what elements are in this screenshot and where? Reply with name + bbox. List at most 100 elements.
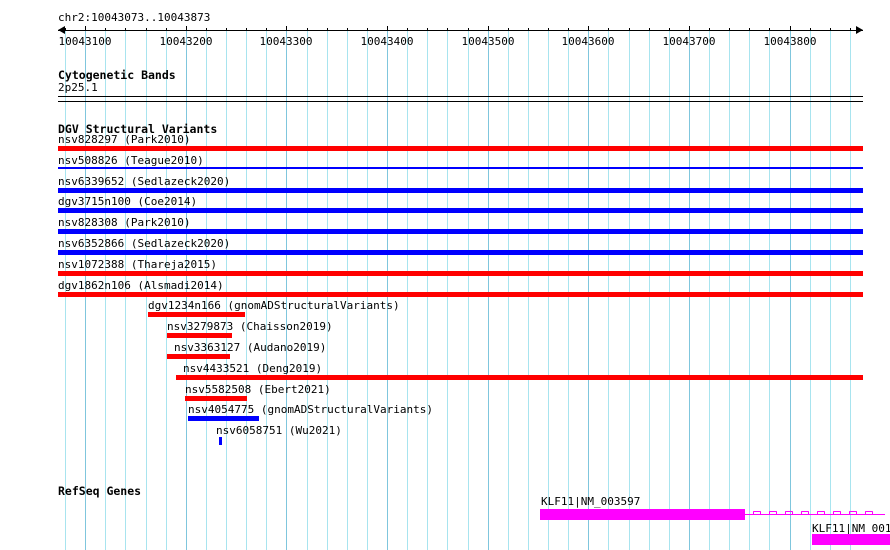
gene-strand-chevron-icon <box>785 511 793 515</box>
ruler-tick <box>166 28 167 31</box>
variant-track-label: nsv5582508 (Ebert2021) <box>185 383 331 396</box>
grid-line <box>790 28 791 550</box>
variant-track-bar[interactable] <box>176 375 863 380</box>
ruler-tick-label: 10043800 <box>763 35 817 48</box>
ruler-tick <box>347 28 348 31</box>
grid-line <box>226 28 227 550</box>
ruler-tick <box>850 28 851 31</box>
ruler-arrow-left-icon <box>58 26 65 34</box>
grid-line <box>347 28 348 550</box>
ruler-tick <box>669 28 670 31</box>
grid-line <box>468 28 469 550</box>
gene-exon-block[interactable] <box>812 534 890 545</box>
section-title-dgv-structural-variants: DGV Structural Variants <box>58 122 218 136</box>
variant-track-bar[interactable] <box>148 312 245 317</box>
ruler-tick <box>749 28 750 31</box>
grid-line <box>769 28 770 550</box>
ruler-tick <box>729 28 730 31</box>
gene-label: KLF11|NM_0011 <box>812 522 890 535</box>
ruler-tick-label: 10043600 <box>561 35 615 48</box>
grid-line <box>629 28 630 550</box>
gene-exon-block[interactable] <box>540 509 745 520</box>
ruler-tick <box>468 28 469 31</box>
variant-track-bar[interactable] <box>219 437 222 445</box>
grid-line <box>327 28 328 550</box>
ruler-tick <box>528 28 529 31</box>
ruler-arrow-right-icon <box>856 26 863 34</box>
ruler-tick <box>588 26 589 31</box>
grid-line <box>447 28 448 550</box>
ruler-tick <box>146 28 147 31</box>
variant-track-label: nsv828308 (Park2010) <box>58 216 191 229</box>
grid-line <box>528 28 529 550</box>
ruler-tick <box>266 28 267 31</box>
grid-line <box>810 28 811 550</box>
variant-track-bar[interactable] <box>185 396 247 401</box>
ruler-tick <box>830 28 831 31</box>
variant-track-bar[interactable] <box>58 292 863 297</box>
gene-strand-chevron-icon <box>817 511 825 515</box>
section-divider-bottom <box>58 101 863 102</box>
ruler-tick-label: 10043300 <box>259 35 313 48</box>
variant-track-label: nsv3279873 (Chaisson2019) <box>167 320 333 333</box>
variant-track-bar[interactable] <box>58 208 863 213</box>
variant-track-bar[interactable] <box>58 167 863 169</box>
ruler-tick <box>769 28 770 31</box>
grid-line <box>669 28 670 550</box>
grid-line <box>246 28 247 550</box>
grid-line <box>568 28 569 550</box>
ruler-tick <box>387 26 388 31</box>
variant-track-label: nsv6352866 (Sedlazeck2020) <box>58 237 231 250</box>
ruler-tick <box>427 28 428 31</box>
variant-track-bar[interactable] <box>58 229 863 234</box>
section-title-refseq-genes: RefSeq Genes <box>58 484 142 498</box>
ruler-tick-label: 10043400 <box>360 35 414 48</box>
variant-track-label: nsv508826 (Teague2010) <box>58 154 204 167</box>
variant-track-bar[interactable] <box>188 416 259 421</box>
ruler-tick <box>790 26 791 31</box>
section-divider-top <box>58 96 863 97</box>
ruler-tick <box>286 26 287 31</box>
variant-track-bar[interactable] <box>167 354 230 359</box>
variant-track-label: nsv4433521 (Deng2019) <box>183 362 323 375</box>
ruler-axis-line <box>58 30 863 31</box>
variant-track-label: dgv1234n166 (gnomADStructuralVariants) <box>148 299 400 312</box>
ruler-tick <box>629 28 630 31</box>
ruler-tick <box>709 28 710 31</box>
variant-track-label: nsv6339652 (Sedlazeck2020) <box>58 175 231 188</box>
gene-strand-chevron-icon <box>801 511 809 515</box>
grid-line <box>548 28 549 550</box>
ruler-tick <box>568 28 569 31</box>
ruler-tick <box>65 28 66 31</box>
ruler-tick <box>508 28 509 31</box>
gene-strand-chevron-icon <box>753 511 761 515</box>
grid-line <box>508 28 509 550</box>
variant-track-label: dgv1862n106 (Alsmadi2014) <box>58 279 224 292</box>
variant-track-bar[interactable] <box>58 188 863 193</box>
ruler-tick <box>307 28 308 31</box>
gene-strand-chevron-icon <box>849 511 857 515</box>
grid-line <box>830 28 831 550</box>
gene-strand-chevron-icon <box>833 511 841 515</box>
ruler-tick-label: 10043200 <box>159 35 213 48</box>
grid-line <box>709 28 710 550</box>
gene-strand-chevron-icon <box>865 511 873 515</box>
grid-line <box>266 28 267 550</box>
variant-track-bar[interactable] <box>58 250 863 255</box>
locus-label: chr2:10043073..10043873 <box>58 11 211 24</box>
ruler-tick-label: 10043500 <box>461 35 515 48</box>
ruler-tick <box>548 28 549 31</box>
variant-track-bar[interactable] <box>58 271 863 276</box>
grid-line <box>307 28 308 550</box>
variant-track-bar[interactable] <box>167 333 232 338</box>
variant-track-bar[interactable] <box>58 146 863 151</box>
ruler-tick <box>327 28 328 31</box>
ruler-tick <box>407 28 408 31</box>
grid-line <box>286 28 287 550</box>
gene-strand-chevron-icon <box>769 511 777 515</box>
ruler-tick-label: 10043700 <box>662 35 716 48</box>
ruler-tick <box>206 28 207 31</box>
ruler-tick <box>488 26 489 31</box>
ruler-tick <box>105 28 106 31</box>
